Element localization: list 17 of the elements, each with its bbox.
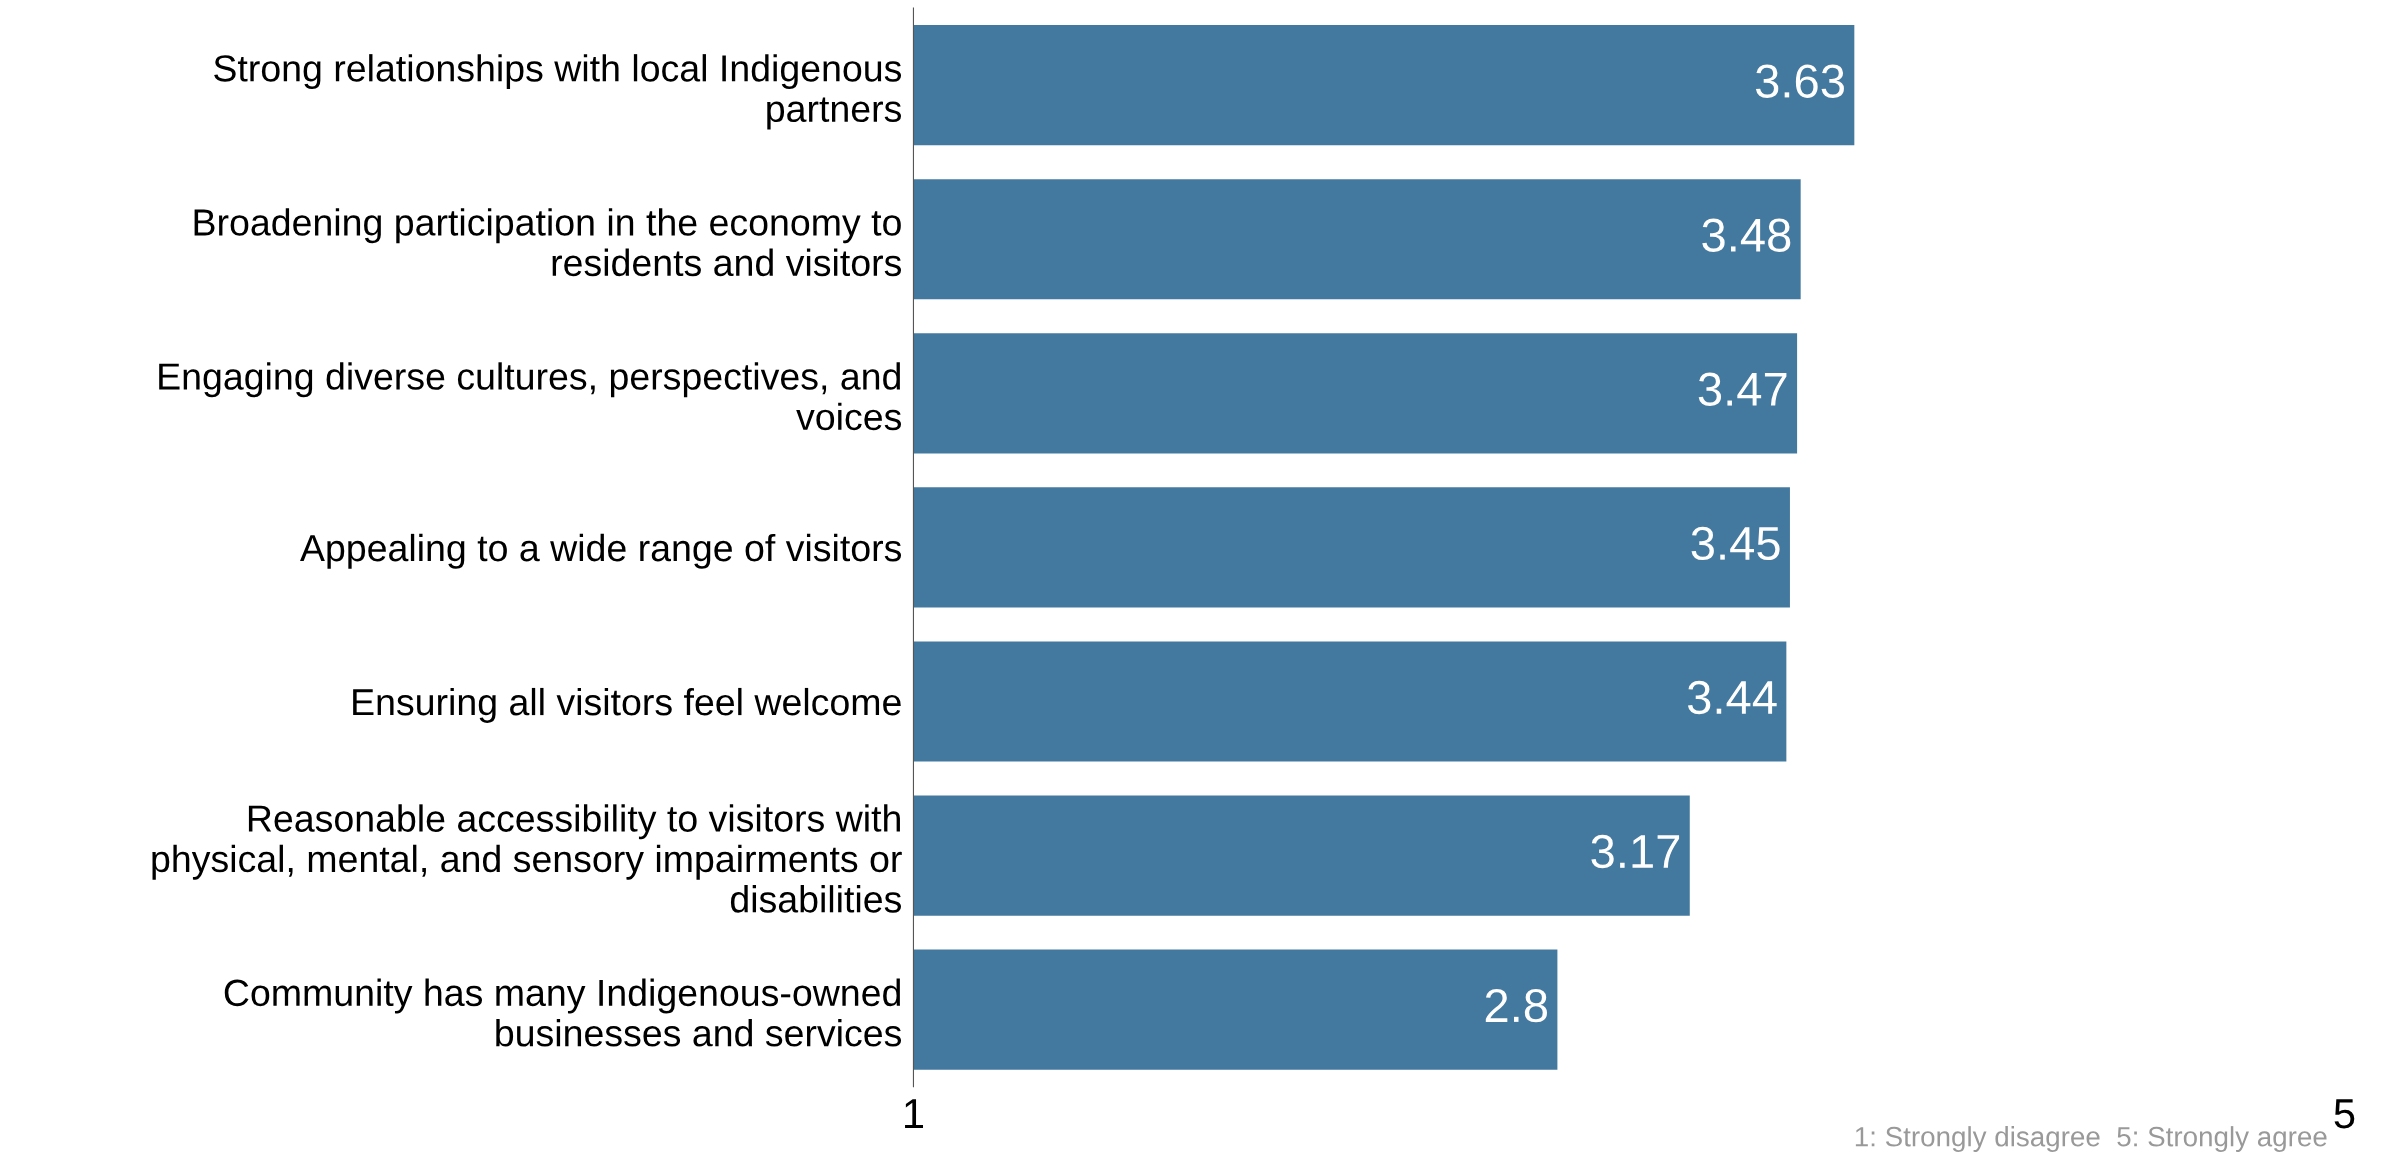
y-tick-label: Ensuring all visitors feel welcome <box>353 687 901 723</box>
data-label: 3.45 <box>1691 526 1780 561</box>
data-label: 3.48 <box>1702 218 1791 252</box>
data-label: 3.47 <box>1698 372 1787 407</box>
y-tick-label: Reasonable accessibility to visitors with physical, mental, and sensory impairments or disabilities <box>152 804 902 913</box>
data-label: 2.8 <box>1485 988 1548 1023</box>
y-tick-label: Community has many Indigenous-owned businesses and services <box>224 978 902 1047</box>
data-label: 3.17 <box>1591 834 1680 869</box>
x-tick-label: 5 <box>2334 1099 2355 1129</box>
data-label: 3.63 <box>1755 64 1844 98</box>
y-tick-label: Broadening participation in the economy to residents and visitors <box>194 208 902 277</box>
x-tick-label: 1 <box>905 1099 924 1129</box>
y-tick-label: Engaging diverse cultures, perspectives, and voices <box>159 362 901 431</box>
y-tick-label: Strong relationships with local Indigenous partners <box>214 54 902 130</box>
y-tick-label: Appealing to a wide range of visitors <box>300 533 902 569</box>
data-label: 3.44 <box>1687 680 1777 715</box>
text: 1: Strongly disagree 5: Strongly agree <box>1855 1126 2327 1153</box>
